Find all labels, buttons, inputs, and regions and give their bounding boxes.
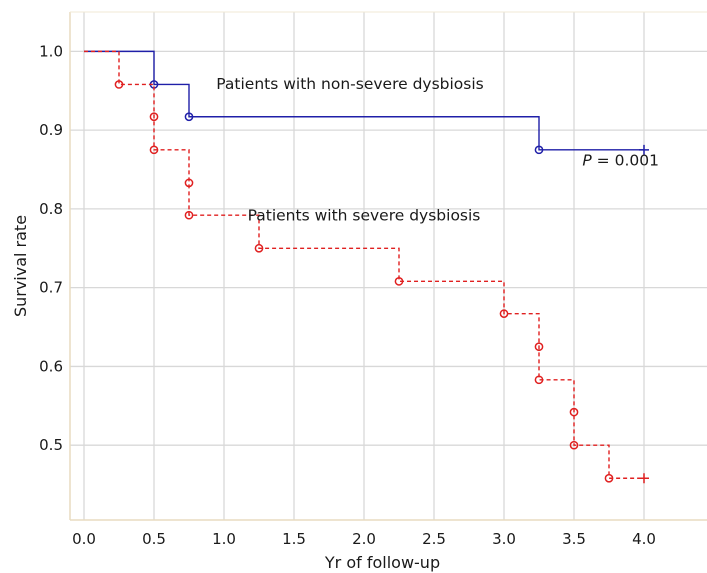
x-tick-label: 1.5 — [282, 530, 306, 548]
event-marker — [569, 407, 579, 417]
y-tick-label: 0.8 — [39, 200, 63, 218]
event-marker — [394, 277, 404, 286]
x-tick-label: 3.5 — [562, 530, 586, 548]
p-value-text: = 0.001 — [592, 152, 659, 170]
x-tick-label: 3.0 — [492, 530, 516, 548]
event-marker — [184, 112, 194, 122]
event-marker — [534, 342, 544, 352]
y-tick-label: 0.9 — [39, 121, 63, 139]
x-axis-title: Yr of follow-up — [324, 553, 440, 572]
event-marker — [499, 309, 509, 318]
y-axis-title: Survival rate — [11, 215, 30, 317]
event-marker — [149, 112, 159, 122]
x-tick-label: 4.0 — [632, 530, 656, 548]
event-marker — [534, 145, 544, 155]
p-value: P = 0.001 — [582, 152, 659, 170]
x-tick-label: 2.0 — [352, 530, 376, 548]
y-tick-label: 1.0 — [39, 42, 63, 60]
p-symbol: P — [582, 152, 592, 170]
label-non-severe: Patients with non-severe dysbiosis — [216, 75, 484, 93]
survival-curve-0 — [84, 50, 644, 151]
event-marker — [534, 375, 544, 385]
censor-marker — [639, 473, 649, 484]
event-marker — [569, 440, 579, 450]
x-tick-label: 0.5 — [142, 530, 166, 548]
plot-area — [70, 12, 707, 520]
event-marker — [184, 210, 194, 220]
event-marker — [184, 178, 194, 188]
y-tick-label: 0.5 — [39, 436, 63, 454]
label-severe: Patients with severe dysbiosis — [248, 207, 481, 225]
x-tick-label: 0.0 — [72, 530, 96, 548]
event-marker — [254, 243, 264, 253]
event-marker — [114, 80, 124, 89]
series-1 — [84, 50, 649, 484]
event-marker — [604, 473, 614, 483]
x-tick-label: 2.5 — [422, 530, 446, 548]
y-tick-label: 0.6 — [39, 357, 63, 375]
x-tick-label: 1.0 — [212, 530, 236, 548]
event-marker — [149, 145, 159, 155]
survival-curve-1 — [84, 50, 644, 479]
censor-marker — [639, 144, 649, 155]
y-tick-label: 0.7 — [39, 279, 63, 297]
